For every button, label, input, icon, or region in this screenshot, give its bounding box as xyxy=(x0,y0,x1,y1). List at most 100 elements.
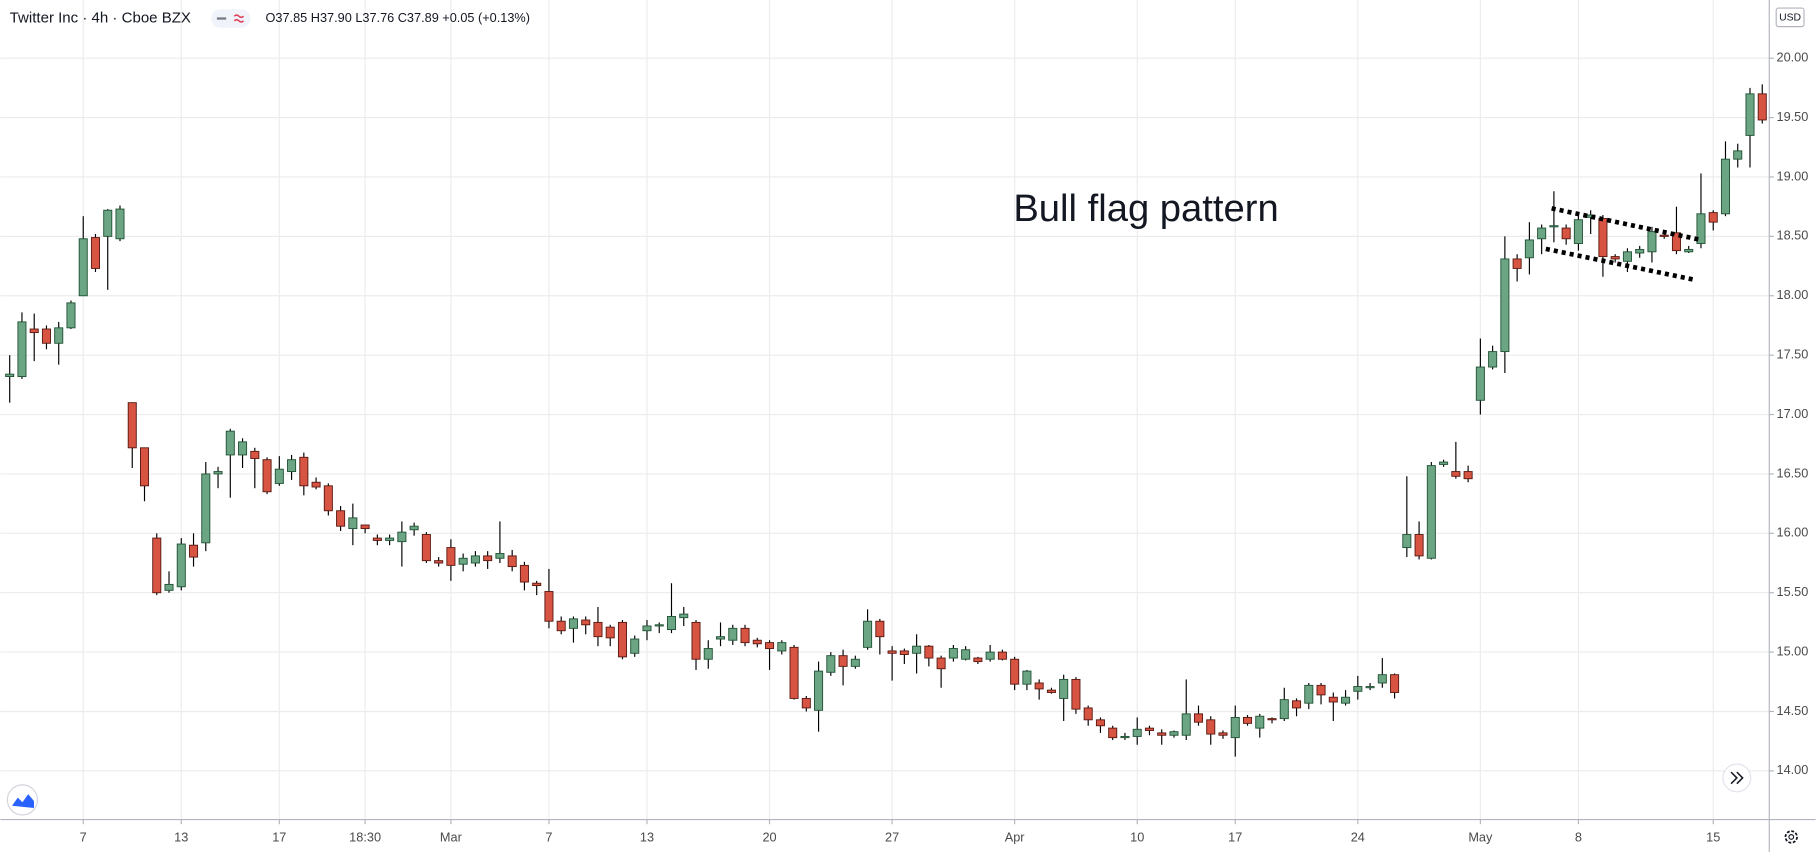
candle-body xyxy=(127,402,137,449)
candle-body xyxy=(912,645,922,654)
candle-body xyxy=(1046,689,1056,693)
candle-body xyxy=(1390,674,1400,693)
logo-mark xyxy=(12,794,35,809)
y-tick-label: 17.50 xyxy=(1776,347,1808,362)
candle-body xyxy=(703,648,713,660)
candle-body xyxy=(1635,248,1645,254)
candle-body xyxy=(385,537,395,541)
candle-body xyxy=(752,639,762,645)
candle-body xyxy=(1083,707,1093,721)
candle-body xyxy=(1451,471,1461,477)
candle-body xyxy=(409,525,419,531)
candle-body xyxy=(66,302,76,329)
candle-body xyxy=(274,468,284,484)
settings-icon xyxy=(1788,834,1795,840)
y-tick-label: 18.50 xyxy=(1776,228,1808,243)
candle-body xyxy=(1598,218,1608,258)
x-tick-label: 18:30 xyxy=(349,829,381,844)
candle-body xyxy=(446,547,456,566)
y-tick-label: 16.00 xyxy=(1776,525,1808,540)
candle-body xyxy=(1108,727,1118,739)
candle-body xyxy=(139,447,150,487)
x-tick-label: 27 xyxy=(885,829,899,844)
candle-body xyxy=(1696,213,1706,244)
y-tick-label: 17.00 xyxy=(1776,406,1808,421)
x-tick-label: Apr xyxy=(1005,829,1026,844)
candle-body xyxy=(936,657,946,670)
axes: 14.00 14.50 15.00 15.50 16.00 16.50 17.00 17.50… xyxy=(80,50,1809,845)
scroll-icon xyxy=(1730,771,1744,785)
candle-body xyxy=(985,651,995,660)
candle-body xyxy=(458,557,468,565)
candle-body xyxy=(961,649,971,660)
currency-box[interactable] xyxy=(1775,7,1805,28)
y-tick-label: 18.00 xyxy=(1776,287,1808,302)
y-tick-label: 15.50 xyxy=(1776,584,1808,599)
candle-body xyxy=(1500,258,1510,353)
candle-body xyxy=(483,555,493,562)
y-tick-label: 14.00 xyxy=(1776,762,1808,777)
x-tick-label: 20 xyxy=(762,829,776,844)
currency-label: USD xyxy=(1779,13,1801,24)
candle-body xyxy=(532,582,542,587)
candle-body xyxy=(642,625,652,632)
candle-body xyxy=(1292,700,1302,709)
candle-body xyxy=(924,645,934,659)
ohlc-legend: O37.85 H37.90 L37.76 C37.89 +0.05 (+0.13… xyxy=(266,10,530,25)
candle-body xyxy=(1549,225,1559,228)
candle-body xyxy=(1439,461,1449,465)
candle-body xyxy=(887,650,897,654)
candle-body xyxy=(213,471,223,475)
candle-body xyxy=(360,524,370,530)
x-tick-label: 10 xyxy=(1130,829,1144,844)
candle-body xyxy=(875,620,885,638)
candle-body xyxy=(691,621,701,660)
candle-body xyxy=(973,657,983,663)
y-tick-label: 19.50 xyxy=(1776,109,1808,124)
candle-body xyxy=(470,555,480,564)
candles xyxy=(5,84,1767,757)
candle-body xyxy=(1733,150,1743,160)
candle-body xyxy=(1341,696,1351,704)
candle-body xyxy=(1745,93,1755,136)
candle-body xyxy=(1193,713,1204,723)
candle-body xyxy=(838,655,848,667)
toggle-icon xyxy=(233,14,245,23)
candle-body xyxy=(348,517,358,530)
y-tick-label: 20.00 xyxy=(1776,50,1808,65)
candle-body xyxy=(372,537,382,541)
candle-body xyxy=(544,591,554,622)
x-tick-label: May xyxy=(1468,829,1493,844)
y-tick-label: 19.00 xyxy=(1776,168,1808,183)
y-tick-label: 16.50 xyxy=(1776,465,1808,480)
candle-body xyxy=(1328,696,1338,703)
candle-body xyxy=(1377,674,1387,684)
candle-body xyxy=(1414,534,1424,557)
candle-body xyxy=(666,616,677,631)
candle-body xyxy=(1095,719,1105,727)
annotation: Bull flag pattern xyxy=(1013,187,1278,230)
flag-line xyxy=(1551,206,1701,242)
x-tick-label: 8 xyxy=(1575,829,1582,844)
candle-body xyxy=(1034,682,1044,690)
toggle-pill[interactable] xyxy=(211,9,251,28)
candle-body xyxy=(495,553,505,559)
candle-body xyxy=(1463,471,1473,480)
candle-body xyxy=(1230,716,1240,739)
x-tick-label: 7 xyxy=(545,829,552,844)
candle-body xyxy=(850,658,860,667)
candle-body xyxy=(1402,534,1412,549)
candle-body xyxy=(41,328,51,344)
candle-body xyxy=(556,620,566,632)
candle-body xyxy=(728,627,738,641)
candle-body xyxy=(1659,234,1669,237)
flag-line xyxy=(1545,246,1697,283)
candle-body xyxy=(1426,465,1436,559)
candle-body xyxy=(17,321,27,377)
candle-body xyxy=(605,626,615,639)
candle-body xyxy=(225,430,235,456)
candle-body xyxy=(421,534,431,562)
candle-body xyxy=(1255,715,1265,729)
settings-button[interactable] xyxy=(1784,830,1798,844)
